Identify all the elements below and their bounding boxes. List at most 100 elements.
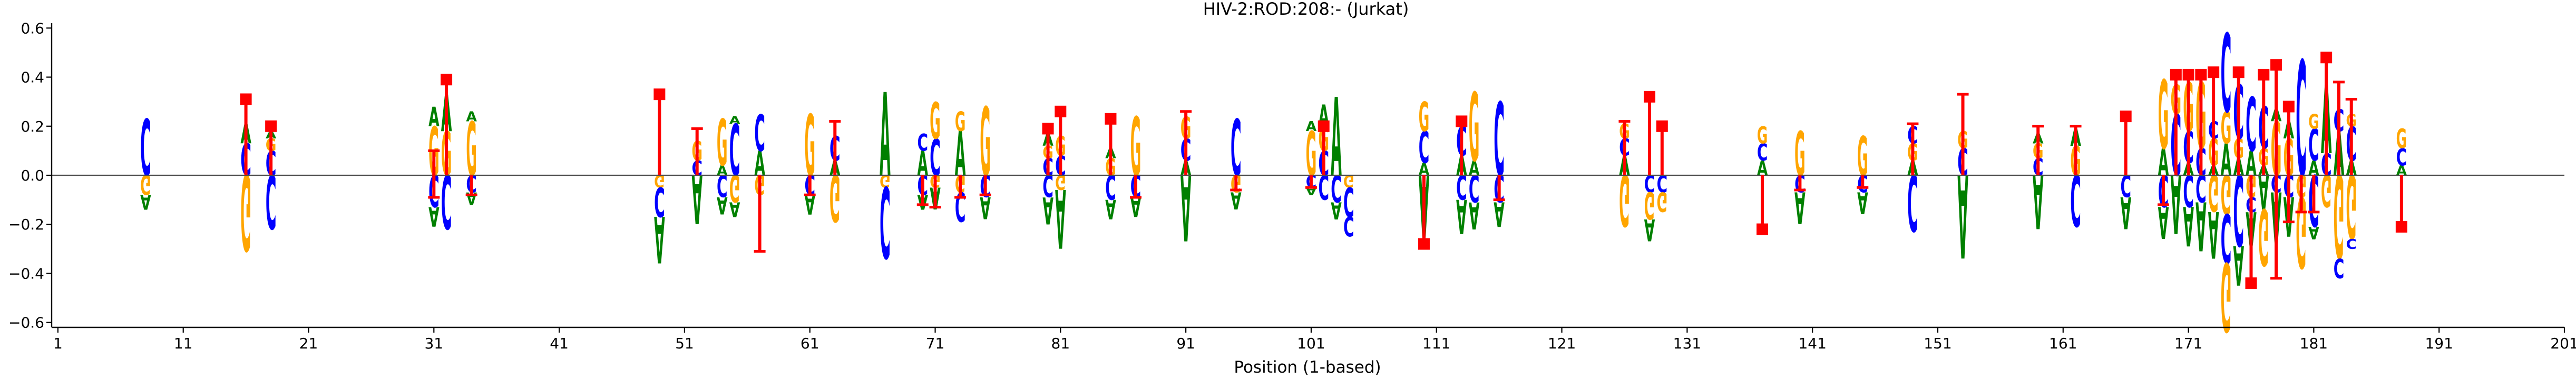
logo-letter-g: G: [2258, 191, 2269, 281]
logo-letter-a: A: [2158, 196, 2169, 247]
logo-letter-a: A: [1469, 156, 1480, 180]
logo-letter-c: C: [1494, 83, 1505, 199]
logo-letter-g: G: [2221, 241, 2231, 349]
error-bar-marker: [2170, 68, 2182, 81]
logo-letter-g: G: [1469, 74, 1479, 183]
error-bar-marker: [1318, 120, 1330, 132]
x-axis-label: Position (1-based): [1234, 358, 1381, 377]
logo-letter-a: A: [2158, 141, 2169, 184]
logo-letter-g: G: [729, 166, 740, 209]
x-tick-label: 71: [926, 335, 945, 352]
logo-letter-a: A: [1957, 148, 1968, 281]
x-ticks: 1 11 21 31 41 51 61 71 81 91 101 111 121 131 141 151 161…: [53, 327, 2576, 352]
y-tick-label: −0.2: [8, 216, 44, 233]
logo-letter-g: G: [1619, 158, 1629, 241]
logo-letter-c: C: [955, 183, 966, 230]
logo-letter-c: C: [729, 109, 740, 192]
error-bar-marker: [2282, 101, 2295, 113]
logo-letter-g: G: [2308, 110, 2319, 134]
logo-letter-a: A: [140, 190, 151, 214]
logo-letter-c: C: [1757, 138, 1768, 166]
logo-letter-c: C: [2221, 13, 2232, 137]
logo-letter-c: C: [2334, 252, 2345, 284]
x-tick-label: 111: [1422, 335, 1450, 352]
logo-letter-a: A: [729, 115, 740, 127]
logo-letters: CGACAGCGACGACAGACGACAGCACGAAGCACAGAACGGC…: [140, 13, 2407, 350]
logo-letter-a: A: [2308, 223, 2319, 242]
error-bar-marker: [1418, 238, 1430, 250]
logo-letter-g: G: [2334, 148, 2344, 280]
error-bar-marker: [2232, 66, 2245, 78]
logo-letter-a: A: [1055, 171, 1066, 265]
x-tick-label: 51: [675, 335, 694, 352]
logo-letter-a: A: [1331, 196, 1342, 224]
x-tick-label: 171: [2174, 335, 2202, 352]
error-bar-marker: [1055, 105, 1067, 117]
logo-letter-g: G: [1857, 125, 1868, 188]
logo-letter-g: G: [654, 171, 665, 191]
logo-letter-a: A: [1180, 153, 1192, 258]
logo-letter-g: G: [830, 160, 840, 234]
logo-letter-c: C: [2296, 29, 2307, 213]
y-ticks: −0.6 −0.4 −0.2 0.0 0.2 0.4 0.6: [8, 19, 52, 332]
logo-letter-c: C: [2221, 198, 2232, 277]
logo-letter-c: C: [2120, 168, 2131, 203]
logo-letter-a: A: [466, 109, 477, 125]
x-tick-label: 41: [550, 335, 569, 352]
x-tick-label: 91: [1176, 335, 1195, 352]
error-bar-marker: [2245, 277, 2257, 289]
logo-letter-a: A: [804, 188, 815, 220]
error-bar-marker: [1456, 115, 1468, 127]
logo-letter-g: G: [1419, 94, 1429, 141]
error-bar-marker: [1757, 223, 1769, 235]
logo-letter-a: A: [2308, 156, 2319, 180]
error-bar-marker: [653, 88, 666, 101]
logo-letter-a: A: [2196, 186, 2207, 265]
logo-letter-g: G: [2321, 165, 2331, 215]
error-bar-marker: [2258, 68, 2270, 81]
logo-letter-c: C: [2308, 121, 2319, 171]
logo-letter-c: C: [717, 168, 728, 203]
logo-letter-a: A: [1306, 119, 1317, 135]
logo-letter-a: A: [754, 144, 765, 183]
logo-letter-c: C: [1419, 123, 1430, 173]
logo-letter-c: C: [880, 164, 891, 277]
y-tick-label: 0.2: [21, 118, 44, 135]
logo-letter-a: A: [717, 192, 728, 219]
logo-letter-g: G: [2396, 124, 2407, 155]
logo-letter-a: A: [918, 144, 929, 183]
y-tick-label: 0.4: [21, 69, 44, 86]
x-tick-label: 81: [1051, 335, 1070, 352]
x-tick-label: 11: [174, 335, 193, 352]
logo-letter-c: C: [2196, 166, 2207, 210]
logo-letter-c: C: [2183, 165, 2194, 215]
logo-letter-g: G: [1644, 183, 1655, 226]
y-tick-label: 0.6: [21, 19, 44, 37]
logo-letter-g: G: [804, 97, 815, 195]
x-tick-label: 1: [53, 335, 63, 352]
x-tick-label: 31: [424, 335, 443, 352]
logo-letter-c: C: [441, 158, 452, 244]
logo-letter-a: A: [654, 202, 665, 276]
logo-letter-a: A: [1042, 188, 1053, 232]
logo-letter-c: C: [140, 104, 151, 194]
logo-letter-a: A: [691, 159, 702, 238]
logo-letter-a: A: [1794, 182, 1806, 233]
logo-letter-a: A: [2208, 197, 2219, 272]
error-bars: [240, 52, 2407, 289]
logo-letter-c: C: [1657, 169, 1668, 197]
y-tick-label: −0.4: [8, 265, 44, 282]
logo-letter-c: C: [1105, 167, 1116, 206]
logo-letter-c: C: [754, 104, 765, 163]
error-bar-marker: [2120, 111, 2132, 123]
logo-letter-a: A: [428, 101, 440, 133]
x-tick-label: 201: [2550, 335, 2576, 352]
logo-letter-a: A: [880, 69, 891, 203]
error-bar-marker: [2195, 68, 2207, 81]
logo-letter-g: G: [1343, 171, 1354, 191]
error-bar-marker: [441, 74, 453, 86]
logo-letter-a: A: [2183, 194, 2194, 257]
y-tick-label: 0.0: [21, 167, 44, 184]
chart-title: HIV-2:ROD:208:- (Jurkat): [1203, 0, 1409, 19]
